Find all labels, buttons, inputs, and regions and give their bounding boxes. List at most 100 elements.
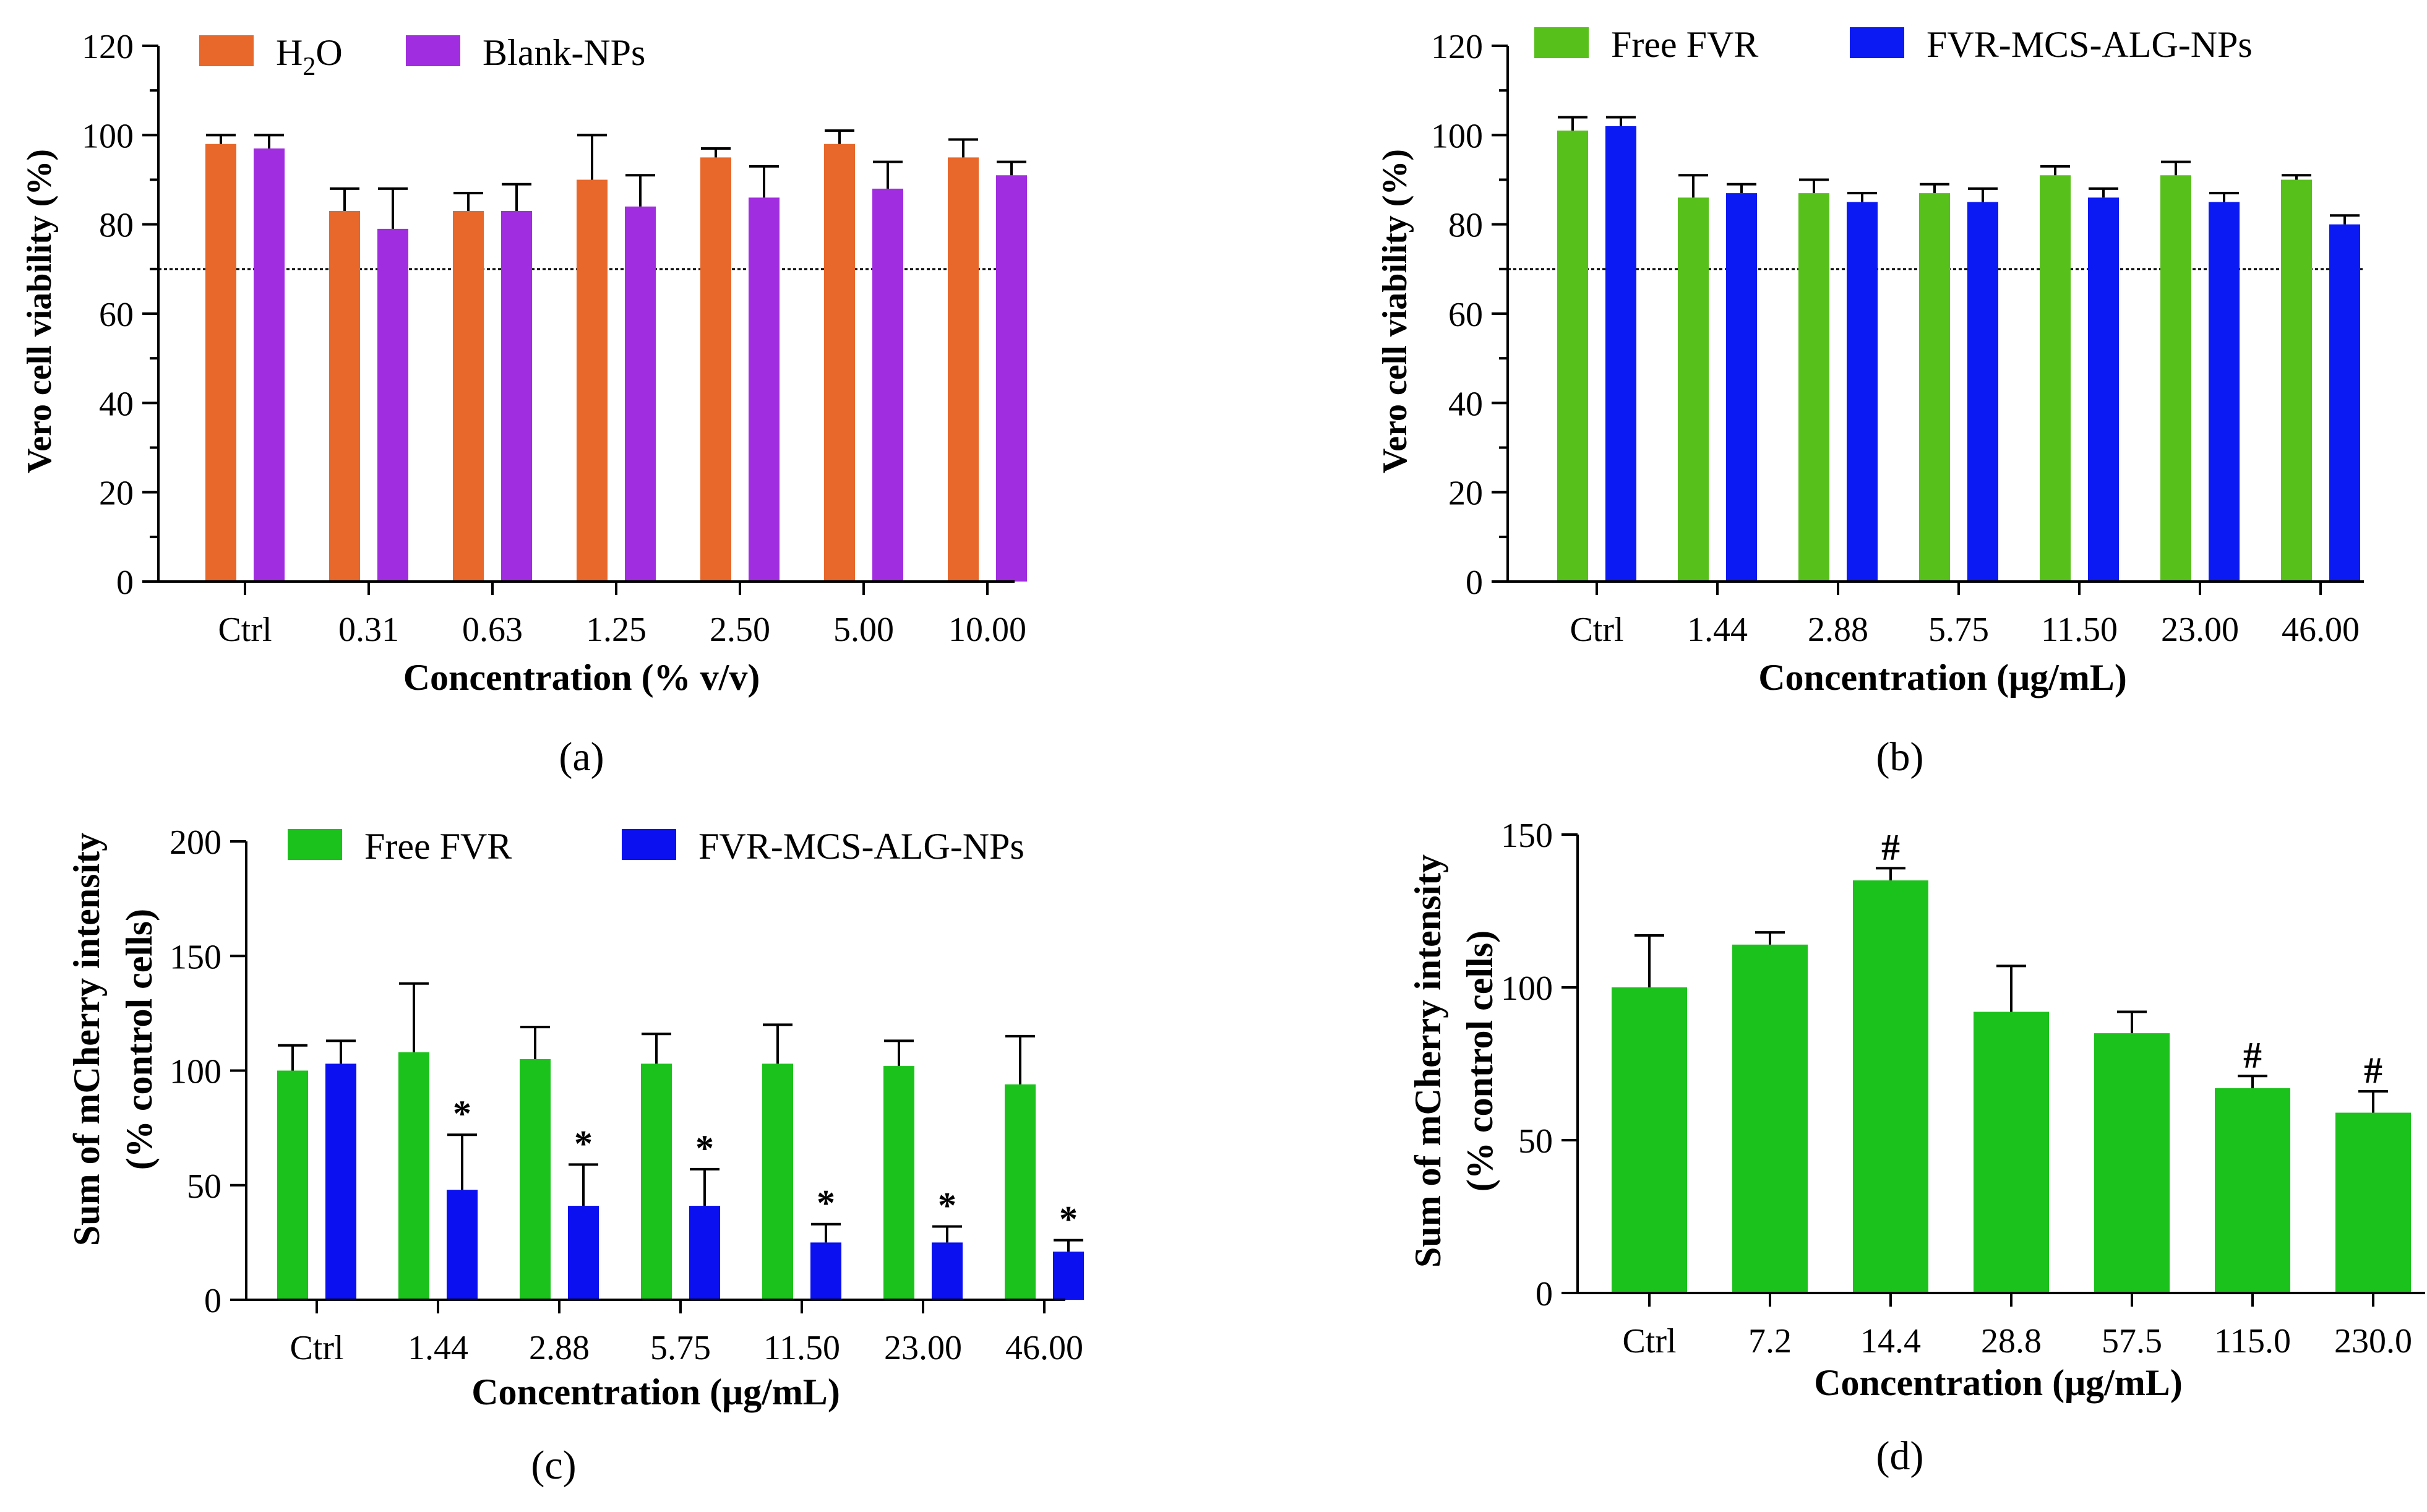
- bar: [254, 148, 285, 582]
- bar: [996, 175, 1027, 582]
- legend-label: FVR-MCS-ALG-NPs: [1927, 24, 2253, 65]
- significance-mark: #: [2243, 1034, 2262, 1075]
- x-axis-title: Concentration (μg/mL): [1814, 1362, 2183, 1403]
- significance-mark: *: [574, 1123, 593, 1164]
- x-tick-label: 23.00: [2161, 611, 2239, 649]
- legend-label: Blank-NPs: [483, 32, 645, 73]
- bar: [700, 157, 731, 582]
- legend-item: FVR-MCS-ALG-NPs: [1850, 24, 2253, 65]
- panel-label: (c): [531, 1443, 576, 1488]
- x-tick-label: 28.8: [1981, 1322, 2042, 1360]
- significance-mark: *: [695, 1128, 714, 1169]
- significance-mark: #: [1881, 827, 1900, 867]
- bar: [447, 1190, 478, 1300]
- x-tick-label: 57.5: [2102, 1322, 2162, 1360]
- y-tick-label: 50: [187, 1167, 221, 1206]
- bar: [1726, 193, 1757, 582]
- bar: [2281, 179, 2312, 582]
- y-tick-label: 20: [1448, 475, 1483, 513]
- panel-b: 0 20 40 60 80 100 120 Ctrl 1.44 2.88 5.75 11.50 23.0…: [1376, 24, 2364, 780]
- bar: [1678, 197, 1709, 582]
- bar: [1847, 202, 1878, 582]
- x-tick-label: 2.88: [1808, 611, 1868, 649]
- y-axis-title-line2: (% control cells): [119, 909, 160, 1170]
- x-tick-label: 10.00: [948, 611, 1026, 649]
- x-tick-label: 1.44: [1687, 611, 1748, 649]
- bar: [1612, 987, 1687, 1293]
- bar: [762, 1063, 793, 1300]
- legend-label: FVR-MCS-ALG-NPs: [698, 826, 1024, 867]
- bar: [872, 188, 903, 582]
- bar: [1853, 880, 1928, 1293]
- bar: [453, 211, 484, 582]
- legend-item: H2O: [199, 32, 343, 81]
- x-tick-label: 14.4: [1860, 1322, 1921, 1360]
- legend-swatch: [288, 829, 342, 860]
- x-tick-label: 5.00: [833, 611, 894, 649]
- significance-mark: #: [2364, 1050, 2382, 1091]
- bar: [398, 1052, 429, 1300]
- x-axis-title: Concentration (% v/v): [403, 657, 760, 698]
- y-tick-label: 120: [82, 28, 134, 66]
- legend-swatch: [1850, 27, 1904, 58]
- y-tick-label: 100: [82, 117, 134, 155]
- y-tick-label: 0: [204, 1282, 221, 1320]
- y-tick-label: 100: [170, 1053, 221, 1091]
- x-tick-label: 0.63: [462, 611, 523, 649]
- x-tick-label: 46.00: [2282, 611, 2360, 649]
- bar: [2088, 197, 2119, 582]
- legend-item: Blank-NPs: [406, 32, 645, 73]
- x-tick-label: 1.44: [408, 1329, 468, 1367]
- y-tick-label: 100: [1431, 117, 1483, 155]
- significance-mark: *: [453, 1093, 471, 1134]
- x-tick-label: 7.2: [1748, 1322, 1792, 1360]
- bar: [325, 1063, 356, 1300]
- y-tick-label: 40: [99, 385, 134, 423]
- bar: [277, 1070, 308, 1300]
- bar: [1053, 1252, 1084, 1300]
- bars: [1557, 116, 2360, 582]
- x-tick-label: 230.0: [2334, 1322, 2412, 1360]
- bar: [1974, 1012, 2049, 1293]
- panel-d: 0 50 100 150 Ctrl 7.2 14.4 28.8 57.5 115.0 230.0 # #…: [1407, 817, 2425, 1479]
- bar: [641, 1063, 672, 1300]
- bar: [2040, 175, 2071, 582]
- bar: [520, 1059, 551, 1300]
- y-axis-title-line1: Sum of mCherry intensity: [66, 833, 107, 1246]
- x-tick-label: 2.50: [710, 611, 770, 649]
- bar: [568, 1206, 599, 1300]
- y-tick-label: 150: [1501, 817, 1553, 855]
- x-tick-label: Ctrl: [290, 1329, 343, 1367]
- y-axis-title-line2: (% control cells): [1459, 930, 1500, 1192]
- x-tick-label: 115.0: [2214, 1322, 2291, 1360]
- bars: [1612, 867, 2411, 1293]
- bar: [948, 157, 979, 582]
- significance-mark: *: [938, 1185, 956, 1226]
- bar: [1967, 202, 1998, 582]
- y-tick-label: 0: [1536, 1275, 1553, 1313]
- bar: [824, 144, 855, 582]
- bar: [205, 144, 236, 582]
- legend-label: Free FVR: [1611, 24, 1758, 65]
- bar: [2160, 175, 2191, 582]
- bar: [2209, 202, 2240, 582]
- y-tick-label: 50: [1518, 1122, 1553, 1161]
- x-tick-label: 5.75: [1928, 611, 1989, 649]
- bar: [932, 1242, 963, 1300]
- x-tick-label: 5.75: [650, 1329, 711, 1367]
- x-tick-label: 11.50: [763, 1329, 840, 1367]
- x-tick-label: 2.88: [529, 1329, 590, 1367]
- bar: [1732, 944, 1808, 1293]
- legend-item: FVR-MCS-ALG-NPs: [622, 826, 1024, 867]
- y-tick-label: 0: [1466, 564, 1483, 602]
- bars: [205, 129, 1027, 582]
- y-tick-label: 120: [1431, 28, 1483, 66]
- legend-label: Free FVR: [364, 826, 512, 867]
- y-axis-title-line1: Sum of mCherry intensity: [1407, 854, 1448, 1268]
- legend-item: Free FVR: [288, 826, 512, 867]
- bar: [689, 1206, 720, 1300]
- significance-mark: *: [817, 1183, 835, 1224]
- bar: [1798, 193, 1829, 582]
